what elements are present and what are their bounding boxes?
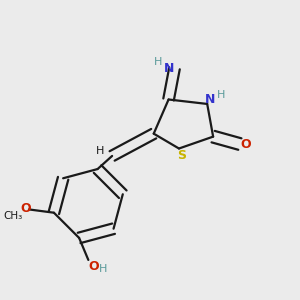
Text: S: S bbox=[177, 148, 186, 162]
Text: N: N bbox=[164, 62, 174, 75]
Text: O: O bbox=[241, 138, 251, 151]
Text: H: H bbox=[216, 90, 225, 100]
Text: O: O bbox=[88, 260, 99, 273]
Text: H: H bbox=[98, 264, 107, 274]
Text: CH₃: CH₃ bbox=[3, 211, 22, 221]
Text: N: N bbox=[204, 93, 215, 106]
Text: H: H bbox=[96, 146, 104, 156]
Text: H: H bbox=[154, 57, 162, 67]
Text: O: O bbox=[21, 202, 31, 215]
